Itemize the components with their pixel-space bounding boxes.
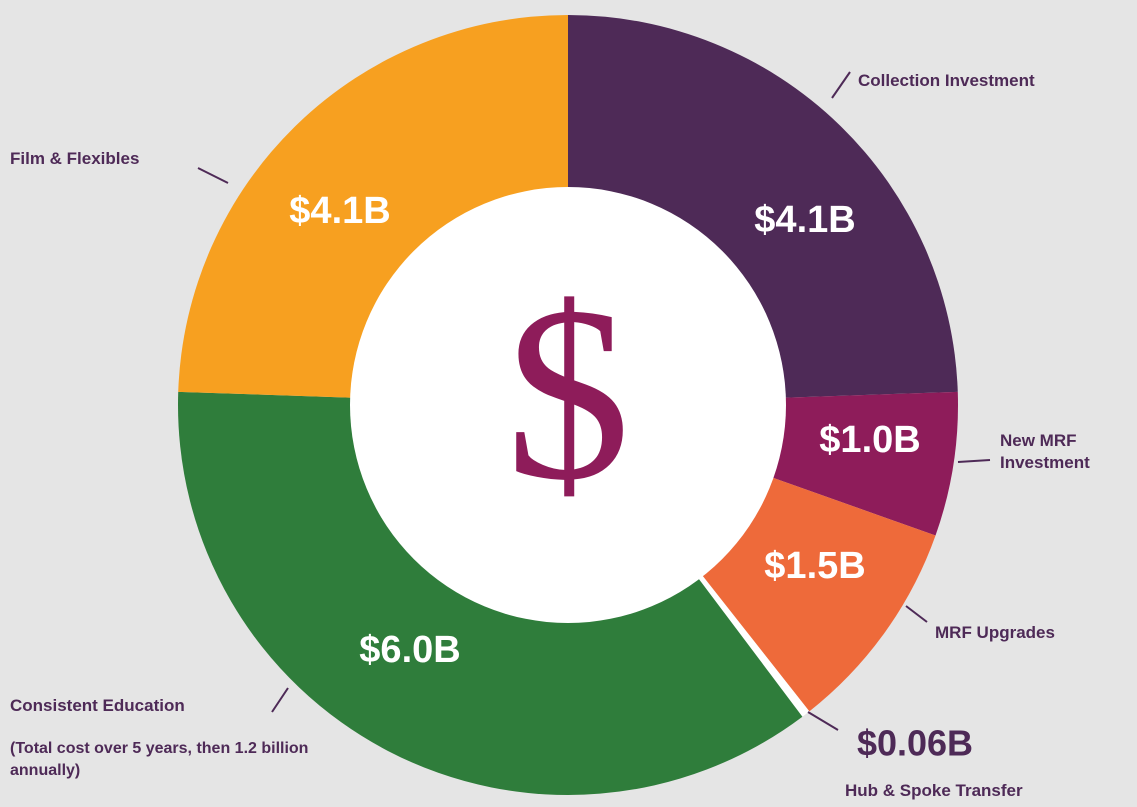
category-label: Hub & Spoke Transfer <box>845 781 1023 800</box>
category-label: New MRF Investment <box>1000 431 1090 472</box>
value-label: $1.0B <box>819 419 920 461</box>
value-label: $1.5B <box>764 545 865 587</box>
center-symbol: $ <box>506 255 631 532</box>
annotation: (Total cost over 5 years, then 1.2 billi… <box>10 740 309 779</box>
value-label: $4.1B <box>289 190 390 232</box>
leader-line <box>197 167 229 184</box>
leader-line <box>831 71 851 99</box>
value-label: $0.06B <box>857 723 973 764</box>
category-label: Collection Investment <box>858 71 1035 90</box>
leader-line <box>905 605 928 623</box>
donut-hole <box>350 187 786 623</box>
value-label: $4.1B <box>754 199 855 241</box>
category-label: Film & Flexibles <box>10 149 140 168</box>
category-label: Consistent Education <box>10 696 185 715</box>
value-label: $6.0B <box>359 629 460 671</box>
leader-line <box>807 711 839 731</box>
category-label: MRF Upgrades <box>935 623 1055 642</box>
leader-line <box>271 687 289 713</box>
leader-line <box>957 459 991 463</box>
